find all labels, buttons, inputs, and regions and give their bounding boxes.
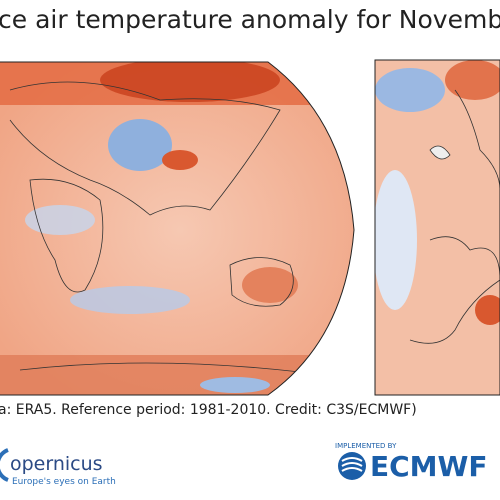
ecmwf-waves <box>341 457 363 472</box>
copernicus-name: opernicus <box>10 453 103 475</box>
ecmwf-prefix: IMPLEMENTED BY <box>335 442 397 450</box>
world-map-border <box>0 61 355 396</box>
caption: a: ERA5. Reference period: 1981-2010. Cr… <box>0 402 417 418</box>
title: ce air temperature anomaly for November … <box>0 5 500 34</box>
world-map <box>0 62 354 395</box>
copernicus-logo: opernicus Europe's eyes on Earth <box>0 448 116 487</box>
ecmwf-logo: IMPLEMENTED BY ECMWF <box>335 442 488 483</box>
europe-map <box>375 60 500 395</box>
europe-map-border <box>374 59 500 396</box>
copernicus-arc <box>0 448 9 482</box>
copernicus-tagline: Europe's eyes on Earth <box>12 477 116 487</box>
ecmwf-name: ECMWF <box>370 450 488 483</box>
